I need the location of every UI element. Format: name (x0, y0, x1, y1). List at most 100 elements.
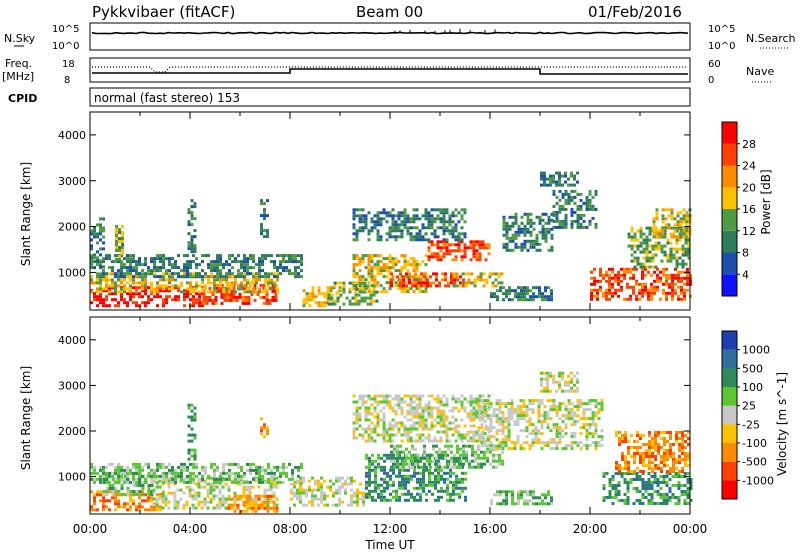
power-colorbar-swatch-7 (722, 122, 737, 144)
power-colorbar-tick-5: 8 (742, 247, 749, 260)
power-colorbar: 28 24 20 16 12 8 4 (721, 121, 756, 297)
velocity-region-11 (477, 399, 604, 451)
power-region-5 (115, 225, 124, 261)
power-colorbar-swatch-2 (722, 230, 737, 253)
power-colorbar-swatch-0 (722, 274, 737, 297)
velocity-colorbar-tick-0: 1000 (742, 344, 770, 357)
power-colorbar-tick-6: 4 (742, 268, 749, 281)
sky-left-tick-bottom: 10^0 (52, 41, 79, 52)
power-colorbar-tick-3: 16 (742, 203, 756, 216)
velocity-colorbar-swatch-6 (722, 368, 737, 387)
velocity-colorbar-tick-2: 100 (742, 381, 763, 394)
power-colorbar-label: Power [dB] (759, 169, 773, 234)
velocity-region-12 (540, 371, 579, 393)
x-tick-label-5: 20:00 (573, 522, 608, 536)
date-title: 01/Feb/2016 (588, 3, 682, 21)
x-tick-label-3: 12:00 (373, 522, 408, 536)
velocity-colorbar-swatch-0 (722, 480, 737, 499)
sky-noise-spikes (394, 28, 496, 33)
power-colorbar-tick-4: 12 (742, 225, 756, 238)
sky-left-tick-top: 10^5 (52, 24, 79, 35)
x-tick-label-2: 08:00 (273, 522, 308, 536)
power-region-17 (540, 171, 579, 187)
nave-tick-top: 60 (708, 59, 721, 70)
power-region-20 (627, 226, 691, 269)
power-colorbar-tick-0: 28 (742, 138, 756, 151)
x-tick-label-1: 04:00 (173, 522, 208, 536)
power-data (90, 171, 692, 308)
velocity-ytick-label-1: 2000 (58, 425, 86, 438)
velocity-colorbar-label: Velocity [m s^-1] (775, 372, 789, 476)
nave-label: Nave (746, 65, 774, 78)
velocity-region-1 (102, 472, 154, 496)
velocity-colorbar-swatch-5 (722, 387, 737, 406)
power-colorbar-tick-1: 24 (742, 160, 756, 173)
x-axis-label: Time UT (364, 538, 415, 552)
velocity-data (90, 371, 693, 513)
velocity-colorbar-swatch-3 (722, 424, 737, 443)
velocity-colorbar-tick-7: -1000 (742, 474, 774, 487)
velocity-colorbar-tick-1: 500 (742, 362, 763, 375)
power-ytick-label-1: 2000 (58, 221, 86, 234)
cpid-panel (89, 87, 691, 107)
power-region-13 (352, 208, 467, 242)
velocity-region-7 (290, 476, 365, 507)
freq-unit-label: [MHz] (2, 70, 34, 83)
velocity-colorbar-swatch-8 (722, 331, 737, 350)
freq-panel (89, 57, 691, 83)
velocity-axes: 1000 2000 3000 4000 (58, 317, 691, 514)
power-ytick-label-3: 4000 (58, 129, 86, 142)
velocity-colorbar-tick-3: 25 (742, 400, 756, 413)
velocity-ytick-label-3: 4000 (58, 334, 86, 347)
velocity-region-5 (187, 403, 197, 461)
velocity-region-3 (227, 494, 279, 513)
velocity-region-14 (602, 472, 693, 505)
velocity-colorbar-tick-6: -500 (742, 456, 767, 469)
sky-left-label: N.Sky (4, 32, 36, 45)
velocity-region-6 (260, 417, 269, 439)
power-axes: 1000 2000 3000 4000 (58, 112, 691, 310)
sky-right-label: N.Search (746, 32, 796, 45)
sky-noise-panel (89, 22, 691, 51)
power-region-15 (502, 212, 554, 252)
power-ytick-label-0: 1000 (58, 266, 86, 279)
velocity-ytick-label-0: 1000 (58, 471, 86, 484)
power-region-3 (90, 254, 303, 279)
velocity-ytick-label-2: 3000 (58, 379, 86, 392)
sky-right-tick-bottom: 10^0 (708, 41, 735, 52)
power-colorbar-swatch-6 (722, 143, 737, 166)
x-tick-label-0: 00:00 (73, 522, 108, 536)
power-colorbar-tick-2: 20 (742, 181, 756, 194)
freq-line (92, 68, 688, 75)
power-region-14 (452, 272, 504, 288)
power-colorbar-swatch-4 (722, 187, 737, 210)
power-region-19 (590, 267, 692, 301)
freq-label: Freq. (5, 57, 32, 70)
cpid-value: normal (fast stereo) 153 (94, 91, 240, 105)
velocity-colorbar-swatch-1 (722, 461, 737, 481)
velocity-region-8 (352, 394, 491, 443)
beam-title: Beam 00 (356, 3, 423, 21)
x-tick-labels: 00:00 04:00 08:00 12:00 16:00 20:00 00:00 (73, 522, 708, 536)
velocity-region-10 (390, 444, 504, 469)
power-region-2 (90, 272, 279, 294)
power-colorbar-swatch-1 (722, 252, 737, 275)
nave-tick-bottom: 0 (708, 75, 714, 86)
cpid-label: CPID (8, 92, 37, 105)
power-colorbar-swatch-5 (722, 165, 737, 188)
power-colorbar-swatch-3 (722, 209, 737, 231)
freq-tick-top: 18 (62, 59, 75, 70)
sky-right-tick-top: 10^5 (708, 24, 735, 35)
power-region-7 (260, 199, 269, 239)
power-region-0 (90, 286, 204, 308)
sky-noise-line (91, 31, 689, 35)
power-region-6 (187, 199, 197, 254)
station-title: Pykkvibaer (fitACF) (92, 3, 235, 21)
power-region-4 (90, 217, 105, 269)
velocity-colorbar: 1000 500 100 25 -25 -100 -500 -1000 (721, 330, 774, 500)
freq-tick-bottom: 8 (64, 75, 70, 86)
velocity-region-15 (615, 431, 690, 473)
power-region-16 (552, 189, 598, 229)
x-tick-label-6: 00:00 (673, 522, 708, 536)
